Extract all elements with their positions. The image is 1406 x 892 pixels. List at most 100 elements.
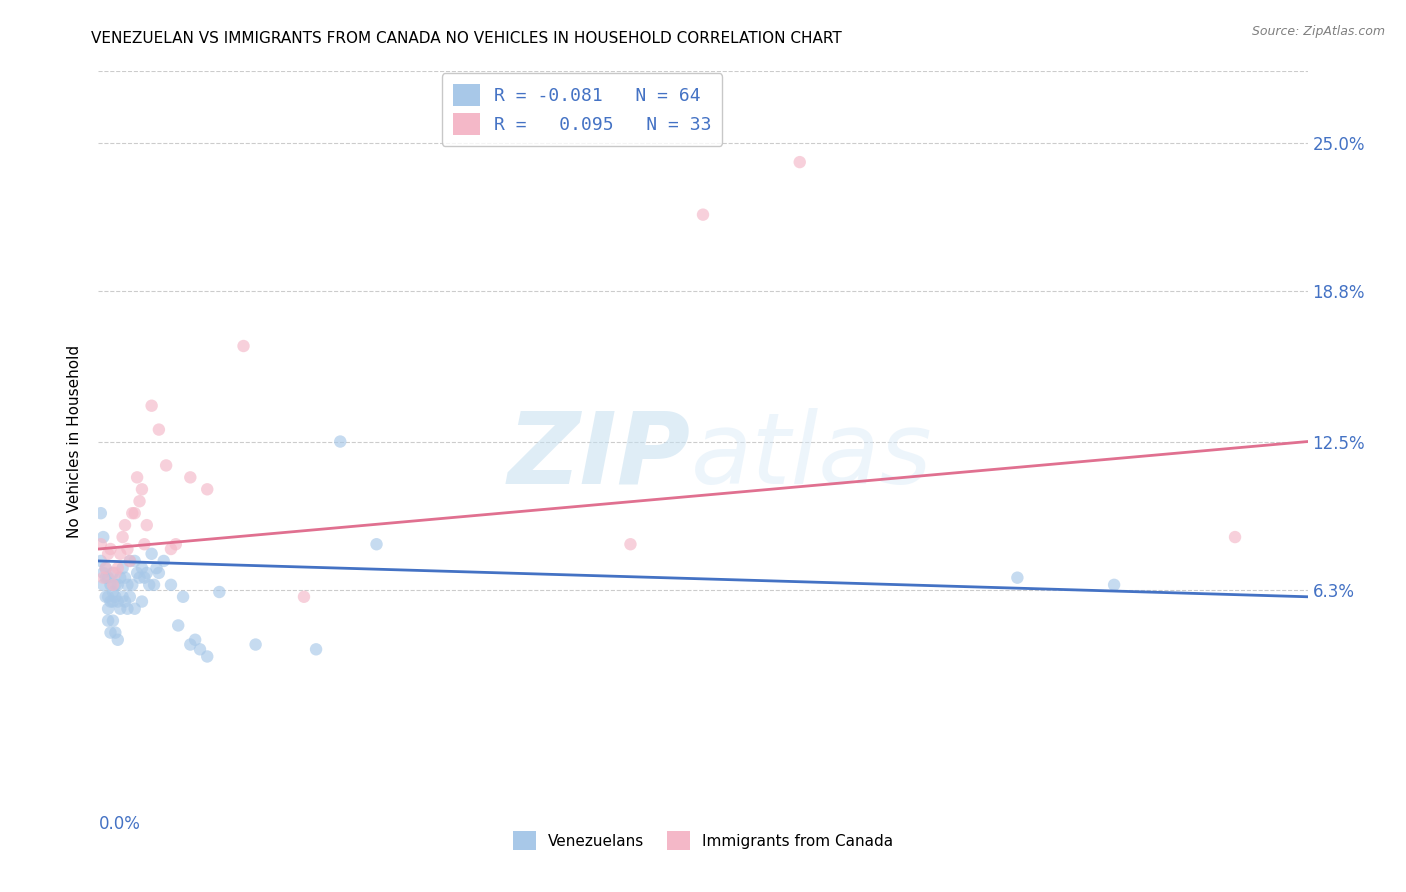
Point bbox=[118, 590, 141, 604]
Point bbox=[127, 470, 149, 484]
Point bbox=[104, 625, 127, 640]
Legend: Venezuelans, Immigrants from Canada: Venezuelans, Immigrants from Canada bbox=[506, 825, 900, 856]
Point bbox=[145, 561, 167, 575]
Point bbox=[128, 571, 150, 585]
Point bbox=[94, 561, 117, 575]
Point bbox=[1223, 530, 1246, 544]
Point bbox=[184, 632, 207, 647]
Point bbox=[232, 339, 254, 353]
Point bbox=[179, 638, 201, 652]
Point bbox=[134, 571, 156, 585]
Point bbox=[90, 537, 112, 551]
Point bbox=[329, 434, 352, 449]
Point bbox=[94, 571, 117, 585]
Point bbox=[789, 155, 811, 169]
Point bbox=[131, 483, 153, 497]
Point bbox=[108, 547, 131, 561]
Point bbox=[155, 458, 177, 473]
Point bbox=[131, 561, 153, 575]
Point bbox=[101, 614, 124, 628]
Text: 0.0%: 0.0% bbox=[98, 815, 141, 833]
Point bbox=[131, 594, 153, 608]
Point bbox=[1102, 578, 1125, 592]
Point bbox=[100, 541, 122, 556]
Point bbox=[97, 590, 120, 604]
Point bbox=[91, 530, 114, 544]
Point bbox=[160, 578, 183, 592]
Point bbox=[104, 566, 127, 580]
Point bbox=[100, 625, 122, 640]
Point bbox=[135, 518, 157, 533]
Point bbox=[619, 537, 641, 551]
Point bbox=[135, 566, 157, 580]
Point bbox=[127, 566, 149, 580]
Point bbox=[195, 649, 218, 664]
Point bbox=[94, 561, 117, 575]
Point bbox=[114, 518, 136, 533]
Point bbox=[152, 554, 174, 568]
Point bbox=[138, 578, 160, 592]
Point bbox=[121, 506, 143, 520]
Point bbox=[107, 561, 129, 575]
Point bbox=[108, 601, 131, 615]
Point bbox=[101, 566, 124, 580]
Point bbox=[148, 423, 170, 437]
Point bbox=[366, 537, 388, 551]
Point bbox=[91, 566, 114, 580]
Point bbox=[692, 208, 714, 222]
Point bbox=[1007, 571, 1029, 585]
Point bbox=[245, 638, 267, 652]
Point bbox=[91, 578, 114, 592]
Point bbox=[134, 537, 156, 551]
Point bbox=[101, 578, 124, 592]
Point bbox=[97, 614, 120, 628]
Point bbox=[111, 590, 134, 604]
Point bbox=[179, 470, 201, 484]
Point bbox=[141, 547, 163, 561]
Point bbox=[101, 585, 124, 599]
Point bbox=[117, 601, 139, 615]
Point bbox=[165, 537, 187, 551]
Point bbox=[114, 571, 136, 585]
Point bbox=[292, 590, 315, 604]
Point bbox=[100, 578, 122, 592]
Point bbox=[188, 642, 211, 657]
Point bbox=[167, 618, 190, 632]
Point bbox=[104, 578, 127, 592]
Point bbox=[97, 571, 120, 585]
Point bbox=[107, 632, 129, 647]
Point bbox=[111, 530, 134, 544]
Point bbox=[90, 554, 112, 568]
Point bbox=[305, 642, 328, 657]
Point bbox=[107, 578, 129, 592]
Point bbox=[94, 590, 117, 604]
Text: atlas: atlas bbox=[690, 408, 932, 505]
Point bbox=[114, 594, 136, 608]
Text: Source: ZipAtlas.com: Source: ZipAtlas.com bbox=[1251, 25, 1385, 38]
Point bbox=[118, 554, 141, 568]
Point bbox=[143, 578, 166, 592]
Point bbox=[124, 554, 146, 568]
Point bbox=[117, 578, 139, 592]
Point bbox=[108, 571, 131, 585]
Point bbox=[124, 601, 146, 615]
Point bbox=[100, 594, 122, 608]
Point bbox=[104, 590, 127, 604]
Point bbox=[128, 494, 150, 508]
Point bbox=[172, 590, 194, 604]
Point bbox=[208, 585, 231, 599]
Point bbox=[141, 399, 163, 413]
Point bbox=[124, 506, 146, 520]
Point bbox=[101, 594, 124, 608]
Point bbox=[90, 506, 112, 520]
Y-axis label: No Vehicles in Household: No Vehicles in Household bbox=[67, 345, 83, 538]
Point bbox=[160, 541, 183, 556]
Point bbox=[121, 578, 143, 592]
Point bbox=[195, 483, 218, 497]
Text: VENEZUELAN VS IMMIGRANTS FROM CANADA NO VEHICLES IN HOUSEHOLD CORRELATION CHART: VENEZUELAN VS IMMIGRANTS FROM CANADA NO … bbox=[91, 31, 842, 46]
Text: ZIP: ZIP bbox=[508, 408, 690, 505]
Point bbox=[118, 554, 141, 568]
Point bbox=[111, 561, 134, 575]
Point bbox=[97, 601, 120, 615]
Point bbox=[148, 566, 170, 580]
